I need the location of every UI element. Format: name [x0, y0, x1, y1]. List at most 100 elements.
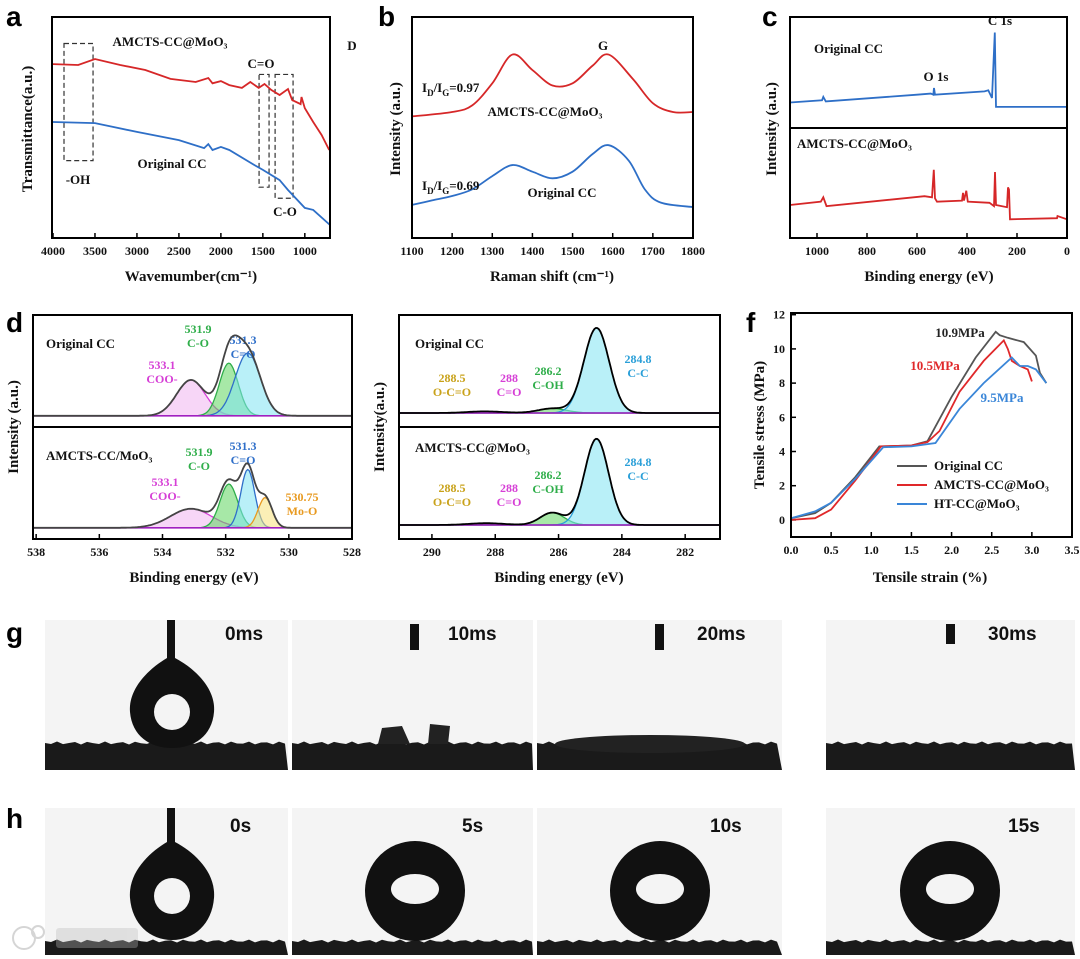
- peak-fit-0: [33, 379, 352, 417]
- droplet-photos: 0ms 10ms 20ms 30ms 0s 5s 10s 15s: [45, 620, 1075, 955]
- region-label: C-O: [273, 204, 297, 219]
- needle: [167, 620, 175, 660]
- envelope-line: [33, 334, 352, 417]
- annotation: 10.9MPa: [935, 325, 985, 340]
- ratio-part: G: [442, 186, 449, 196]
- region-box-1: [258, 73, 270, 188]
- peak-position: 531.9: [186, 445, 213, 459]
- x-tick-label: 1000: [805, 244, 829, 258]
- y-tick-label: 8: [779, 376, 785, 390]
- substrate: [292, 939, 533, 955]
- series-line-1: [789, 169, 1068, 221]
- x-axis-label: Binding energy (eV): [129, 570, 258, 586]
- needle: [946, 624, 955, 644]
- peak-assignment: O-C=O: [433, 385, 471, 399]
- series-line-1: [52, 121, 331, 226]
- annotation: D: [347, 38, 356, 53]
- panel-letter-c: c: [762, 1, 778, 32]
- peak-assignment: C=O: [231, 347, 256, 361]
- time-label: 20ms: [697, 624, 746, 645]
- y-axis-label: Transmittance(a.u.): [20, 66, 36, 192]
- x-tick-label: 1500: [561, 244, 585, 258]
- substrate: [45, 741, 288, 770]
- x-tick-label: 4000: [41, 244, 65, 258]
- peak-position: 530.75: [286, 490, 319, 504]
- series-label: Original CC: [138, 156, 207, 171]
- ratio-part: D: [427, 88, 434, 98]
- peak-assignment: C=O: [497, 495, 522, 509]
- needle: [410, 624, 419, 650]
- x-axis-label: Binding energy (eV): [864, 269, 993, 285]
- x-axis-label: Raman shift (cm⁻¹): [490, 269, 614, 285]
- y-tick-label: 4: [779, 445, 785, 459]
- time-label: 0s: [230, 816, 251, 837]
- panel-letter-g: g: [6, 617, 23, 648]
- time-label: 5s: [462, 816, 483, 837]
- x-tick-label: 1700: [641, 244, 665, 258]
- photo-frame: [537, 808, 782, 955]
- y-axis-label: Intensity (a.u.): [764, 82, 780, 176]
- ratio-label: ID/IG=0.69: [422, 178, 480, 196]
- peak-position: 286.2: [535, 364, 562, 378]
- time-label: 10ms: [448, 624, 497, 645]
- series-label: AMCTS-CC@MoO₃: [113, 34, 228, 49]
- region-box-2: [274, 73, 294, 199]
- series-line-0: [52, 58, 331, 151]
- sample-label: AMCTS-CC/MoO₃: [46, 448, 153, 463]
- x-tick-label: 290: [423, 545, 441, 559]
- series-line-2: [790, 356, 1048, 520]
- series-line-0: [789, 32, 1067, 108]
- x-tick-label: 800: [858, 244, 876, 258]
- y-tick-label: 12: [773, 308, 785, 322]
- sample-label: Original CC: [415, 336, 484, 351]
- x-tick-label: 600: [908, 244, 926, 258]
- x-axis-label: Tensile strain (%): [873, 570, 987, 586]
- x-tick-label: 532: [217, 545, 235, 559]
- peak-assignment: O-C=O: [433, 495, 471, 509]
- droplet-highlight: [391, 874, 439, 904]
- peak-assignment: COO-: [146, 372, 177, 386]
- x-tick-label: 1.5: [904, 543, 919, 557]
- panel-letter-h: h: [6, 803, 23, 834]
- series-line-1: [411, 144, 694, 208]
- series-line-0: [411, 53, 694, 118]
- splash: [378, 724, 450, 744]
- x-tick-label: 1000: [293, 244, 317, 258]
- series-label: AMCTS-CC@MoO₃: [797, 136, 912, 151]
- series-label: Original CC: [814, 41, 883, 56]
- peak-position: 288.5: [439, 481, 466, 495]
- charts: 4000 3500 3000 2500 2000 1500 1000Wavemumber(c…: [6, 13, 1080, 586]
- x-tick-label: 1200: [440, 244, 464, 258]
- plot-frame: [51, 16, 331, 239]
- plot-frame: [398, 314, 721, 540]
- needle: [655, 624, 664, 650]
- series-line-1: [790, 338, 1033, 521]
- peak-assignment: C=O: [231, 453, 256, 467]
- photo-frame: [826, 808, 1075, 955]
- photo-frame: [292, 620, 533, 770]
- y-tick-label: 2: [779, 479, 785, 493]
- annotation: G: [598, 38, 608, 53]
- panel-letter-b: b: [378, 1, 395, 32]
- x-tick-label: 286: [550, 545, 568, 559]
- plot-frame: [411, 16, 694, 239]
- x-tick-label: 3000: [125, 244, 149, 258]
- peak-assignment: C-O: [187, 336, 209, 350]
- time-label: 0ms: [225, 624, 263, 645]
- plot-frame: [790, 312, 1073, 538]
- substrate: [292, 741, 533, 770]
- droplet-highlight: [926, 874, 974, 904]
- ratio-part: I: [422, 178, 427, 193]
- envelope-line: [33, 462, 352, 529]
- x-tick-label: 2.5: [984, 543, 999, 557]
- region-label: C=O: [248, 56, 275, 71]
- x-tick-label: 1400: [520, 244, 544, 258]
- chart-f: 0.0 0.5 1.0 1.5 2.0 2.5 3.0 3.5 0 2 4 6 8 10 12 Tensile…: [752, 308, 1080, 586]
- spread-film: [555, 735, 745, 753]
- series-label: Original CC: [528, 185, 597, 200]
- annotation: 10.5MPa: [910, 358, 960, 373]
- peak-position: 288: [500, 481, 518, 495]
- x-axis-label: Wavemumber(cm⁻¹): [125, 269, 257, 285]
- y-axis-label: Intensity(a.u.): [372, 382, 388, 472]
